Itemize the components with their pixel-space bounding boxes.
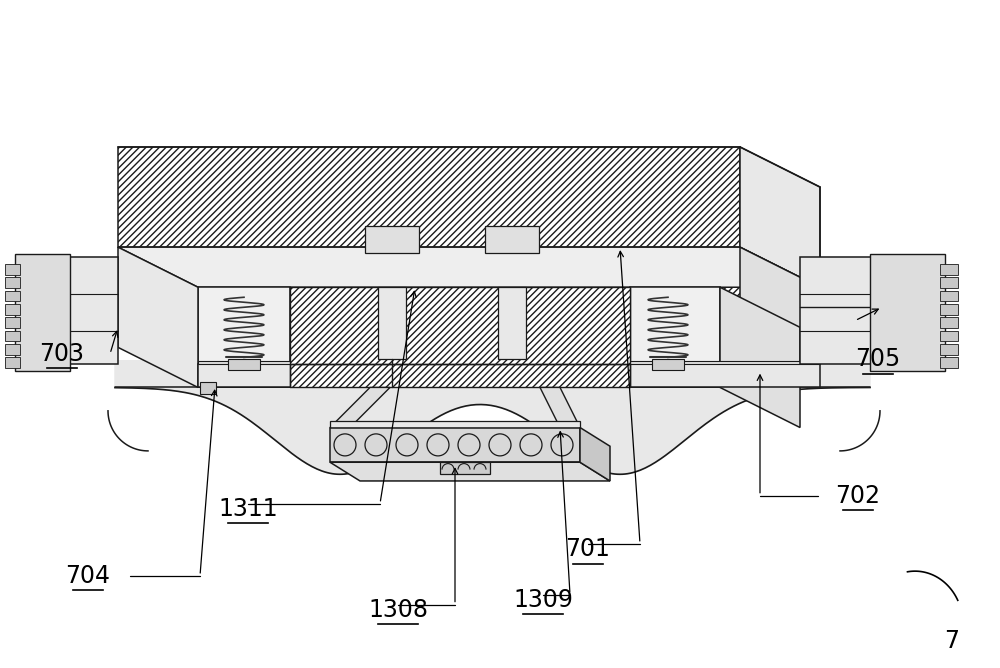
Text: 705: 705 bbox=[855, 347, 901, 371]
Polygon shape bbox=[940, 317, 958, 328]
Polygon shape bbox=[118, 147, 740, 247]
Polygon shape bbox=[5, 277, 20, 288]
Polygon shape bbox=[5, 317, 20, 328]
Polygon shape bbox=[15, 254, 70, 371]
Polygon shape bbox=[5, 331, 20, 341]
Polygon shape bbox=[940, 264, 958, 275]
Text: 703: 703 bbox=[40, 342, 85, 366]
Polygon shape bbox=[118, 247, 820, 287]
Bar bbox=[485, 226, 539, 253]
Polygon shape bbox=[870, 254, 945, 371]
Polygon shape bbox=[198, 361, 820, 364]
Polygon shape bbox=[118, 247, 820, 287]
Polygon shape bbox=[800, 257, 880, 364]
Text: 702: 702 bbox=[836, 484, 881, 508]
Polygon shape bbox=[580, 428, 610, 481]
Text: 701: 701 bbox=[566, 537, 610, 561]
Polygon shape bbox=[5, 304, 20, 315]
Text: 704: 704 bbox=[66, 564, 111, 588]
Polygon shape bbox=[330, 387, 390, 428]
Polygon shape bbox=[330, 428, 580, 462]
Bar bbox=[228, 359, 260, 370]
Polygon shape bbox=[198, 287, 820, 364]
Bar bbox=[498, 287, 526, 359]
Polygon shape bbox=[330, 462, 610, 481]
Text: 1308: 1308 bbox=[368, 598, 428, 622]
Text: 7: 7 bbox=[944, 629, 960, 653]
Polygon shape bbox=[940, 277, 958, 288]
Polygon shape bbox=[330, 421, 580, 428]
Polygon shape bbox=[540, 387, 580, 428]
Polygon shape bbox=[5, 264, 20, 275]
Polygon shape bbox=[940, 291, 958, 301]
Polygon shape bbox=[940, 344, 958, 355]
Polygon shape bbox=[25, 257, 118, 364]
Polygon shape bbox=[630, 287, 720, 387]
Polygon shape bbox=[440, 462, 490, 474]
Polygon shape bbox=[940, 331, 958, 341]
Polygon shape bbox=[290, 287, 630, 387]
Bar bbox=[652, 359, 684, 370]
Text: 1309: 1309 bbox=[513, 588, 573, 612]
Bar bbox=[365, 226, 419, 253]
Polygon shape bbox=[5, 357, 20, 368]
Polygon shape bbox=[740, 147, 820, 287]
Bar bbox=[378, 287, 406, 359]
Polygon shape bbox=[115, 361, 870, 474]
Polygon shape bbox=[720, 287, 800, 428]
Polygon shape bbox=[5, 344, 20, 355]
Polygon shape bbox=[200, 382, 216, 394]
Polygon shape bbox=[5, 291, 20, 301]
Polygon shape bbox=[198, 287, 290, 387]
Polygon shape bbox=[940, 304, 958, 315]
Text: 1311: 1311 bbox=[218, 497, 278, 521]
Polygon shape bbox=[940, 357, 958, 368]
Polygon shape bbox=[290, 287, 630, 364]
Polygon shape bbox=[118, 247, 198, 387]
Polygon shape bbox=[198, 364, 820, 387]
Polygon shape bbox=[740, 247, 820, 364]
